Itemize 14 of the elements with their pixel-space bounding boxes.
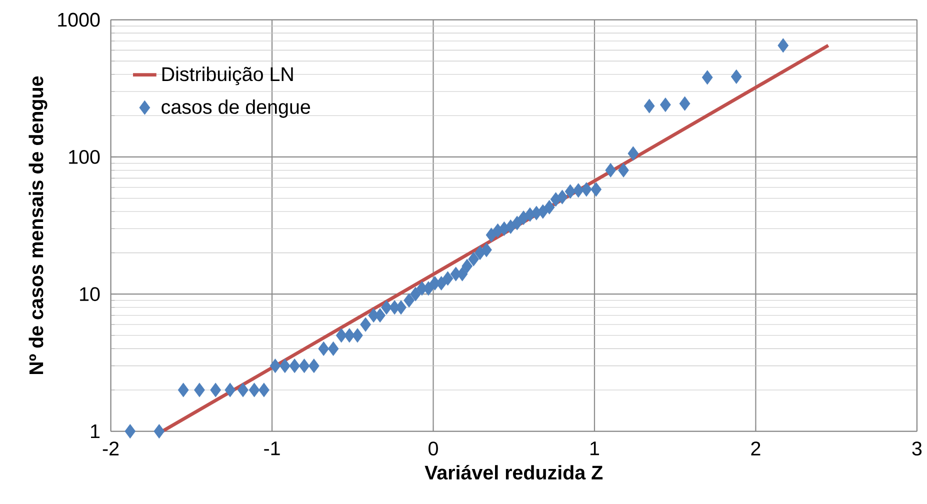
legend-label: Distribuição LN <box>162 66 293 85</box>
y-tick-label: 10 <box>80 286 100 301</box>
y-tick-label: 100 <box>69 150 100 164</box>
y-axis-title: Nº de casos mensais de dengue <box>28 76 48 374</box>
x-axis-title: Variável reduzida Z <box>424 464 603 480</box>
x-tick-label: 1 <box>590 441 600 455</box>
x-tick-label: 2 <box>751 441 760 456</box>
x-tick-label: -1 <box>264 441 280 455</box>
x-tick-label: 0 <box>428 441 438 456</box>
y-tick-label: 1000 <box>58 12 100 27</box>
x-tick-label: 3 <box>912 441 922 456</box>
x-tick-label: -2 <box>102 441 119 456</box>
y-tick-label: 1 <box>91 424 100 438</box>
legend-label: casos de dengue <box>162 99 310 118</box>
